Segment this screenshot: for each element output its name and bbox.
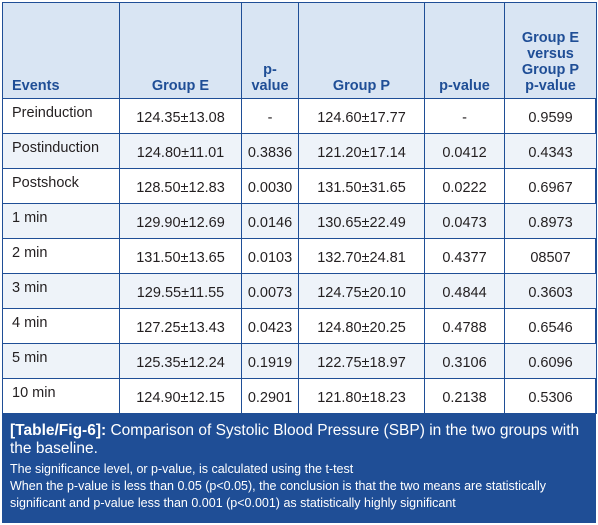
column-header-group-e: Group E [119,2,242,99]
cell-p-value-p: 0.4844 [424,273,505,309]
cell-event: Postshock [2,168,120,204]
cell-group-p: 124.75±20.10 [298,273,425,309]
cell-e-vs-p: 0.5306 [504,378,597,414]
cell-group-e: 129.55±11.55 [119,273,242,309]
column-header-e-vs-p: Group E versus Group P p-value [504,2,597,99]
column-header-group-p: Group P [298,2,425,99]
cell-group-p: 121.80±18.23 [298,378,425,414]
cell-event: 2 min [2,238,120,274]
cell-group-p: 122.75±18.97 [298,343,425,379]
header-row: Events Group E p- value Group P p-value … [2,2,597,99]
table-row: Postinduction 124.80±11.01 0.3836 121.20±17… [2,133,597,169]
cell-event: 4 min [2,308,120,344]
cell-p-value-p: 0.4788 [424,308,505,344]
cell-p-value-p: 0.0412 [424,133,505,169]
caption-note-2: When the p-value is less than 0.05 (p<0.… [10,479,547,510]
cell-e-vs-p: 0.6096 [504,343,597,379]
cell-p-value-e: 0.1919 [241,343,299,379]
cell-group-e: 128.50±12.83 [119,168,242,204]
table-row: 1 min 129.90±12.69 0.0146 130.65±22.49 0.047… [2,203,597,239]
cell-event: 1 min [2,203,120,239]
cell-p-value-e: 0.0030 [241,168,299,204]
header-text: p- value [251,62,289,94]
table-row: Postshock 128.50±12.83 0.0030 131.50±31.65 0… [2,168,597,204]
cell-group-e: 124.35±13.08 [119,98,242,134]
cell-p-value-e: - [241,98,299,134]
cell-event: 3 min [2,273,120,309]
cell-p-value-e: 0.0423 [241,308,299,344]
column-header-p-value-e: p- value [241,2,299,99]
cell-e-vs-p: 0.9599 [504,98,597,134]
cell-p-value-p: 0.0222 [424,168,505,204]
cell-group-p: 130.65±22.49 [298,203,425,239]
cell-event: 5 min [2,343,120,379]
cell-p-value-e: 0.2901 [241,378,299,414]
caption-title: [Table/Fig-6]: Comparison of Systolic Bl… [10,422,586,458]
cell-e-vs-p: 0.6967 [504,168,597,204]
cell-e-vs-p: 08507 [504,238,597,274]
cell-group-p: 131.50±31.65 [298,168,425,204]
cell-group-e: 129.90±12.69 [119,203,242,239]
cell-e-vs-p: 0.8973 [504,203,597,239]
table-row: 5 min 125.35±12.24 0.1919 122.75±18.97 0.310… [2,343,597,379]
cell-group-e: 124.90±12.15 [119,378,242,414]
cell-event: 10 min [2,378,120,414]
column-header-p-value-p: p-value [424,2,505,99]
cell-group-e: 131.50±13.65 [119,238,242,274]
caption-text: Comparison of Systolic Blood Pressure (S… [10,422,580,457]
table-row: 10 min 124.90±12.15 0.2901 121.80±18.23 0.21… [2,378,597,414]
cell-group-p: 124.60±17.77 [298,98,425,134]
cell-p-value-e: 0.0103 [241,238,299,274]
cell-p-value-p: 0.0473 [424,203,505,239]
cell-group-e: 127.25±13.43 [119,308,242,344]
column-header-events: Events [2,2,120,99]
cell-group-p: 132.70±24.81 [298,238,425,274]
table-row: 4 min 127.25±13.43 0.0423 124.80±20.25 0.478… [2,308,597,344]
cell-p-value-p: 0.2138 [424,378,505,414]
cell-group-p: 124.80±20.25 [298,308,425,344]
cell-p-value-e: 0.0146 [241,203,299,239]
cell-p-value-p: - [424,98,505,134]
sbp-comparison-table: Events Group E p- value Group P p-value … [2,2,597,414]
cell-p-value-e: 0.0073 [241,273,299,309]
cell-e-vs-p: 0.4343 [504,133,597,169]
cell-group-e: 124.80±11.01 [119,133,242,169]
table-row: 2 min 131.50±13.65 0.0103 132.70±24.81 0.437… [2,238,597,274]
cell-event: Preinduction [2,98,120,134]
cell-e-vs-p: 0.3603 [504,273,597,309]
caption-label: [Table/Fig-6]: [10,422,107,439]
cell-p-value-p: 0.3106 [424,343,505,379]
cell-e-vs-p: 0.6546 [504,308,597,344]
cell-event: Postinduction [2,133,120,169]
table-caption: [Table/Fig-6]: Comparison of Systolic Bl… [2,414,596,523]
cell-group-e: 125.35±12.24 [119,343,242,379]
table-row: 3 min 129.55±11.55 0.0073 124.75±20.10 0.484… [2,273,597,309]
header-text: Group E versus Group P p-value [521,30,580,94]
cell-group-p: 121.20±17.14 [298,133,425,169]
caption-note-1: The significance level, or p-value, is c… [10,462,354,476]
cell-p-value-e: 0.3836 [241,133,299,169]
cell-p-value-p: 0.4377 [424,238,505,274]
table-row: Preinduction 124.35±13.08-124.60±17.77-0.… [2,98,597,134]
